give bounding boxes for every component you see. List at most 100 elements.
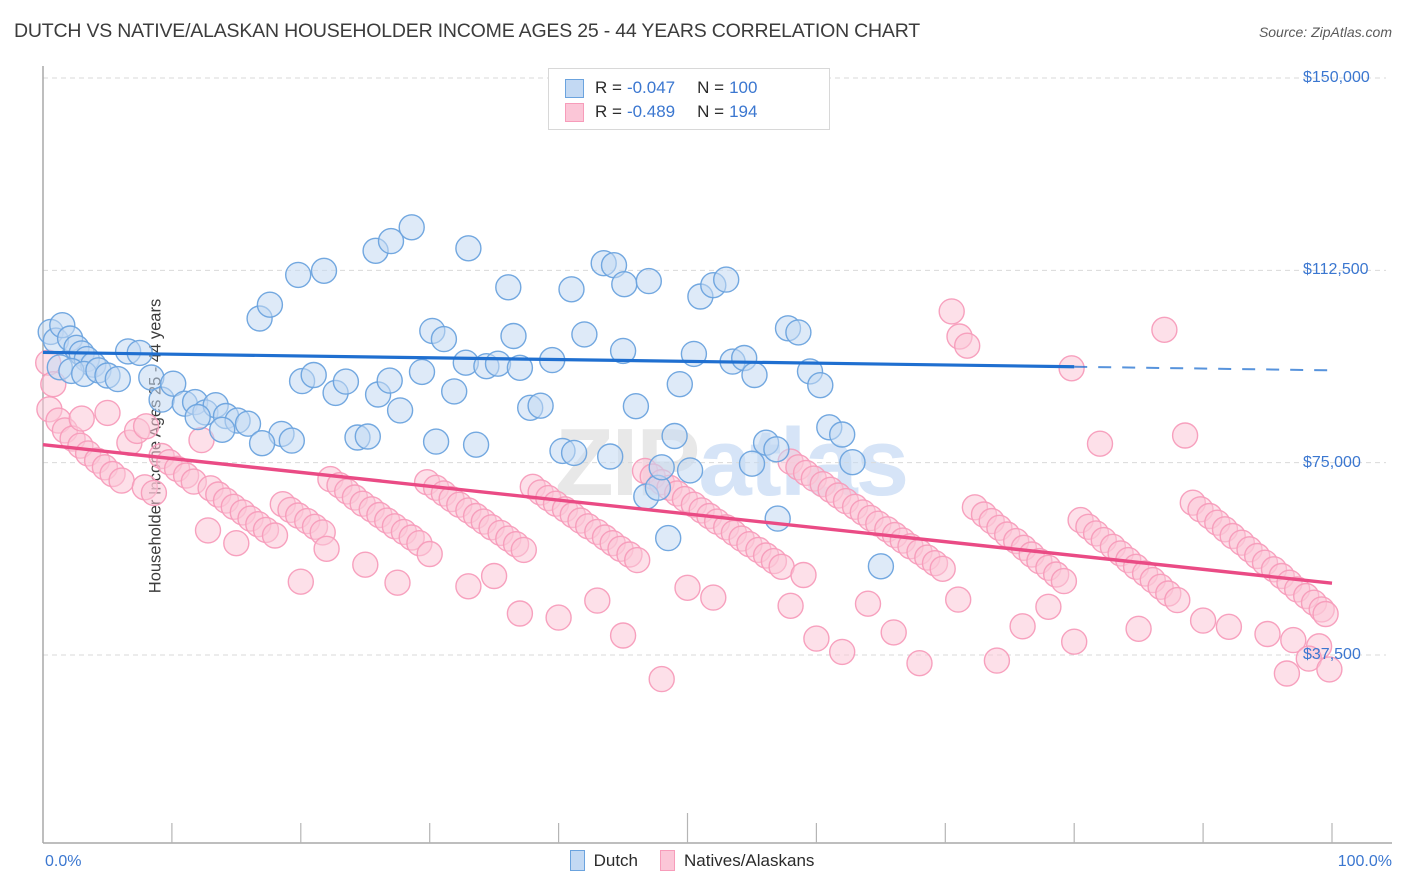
scatter-point xyxy=(954,332,981,359)
stats-row-dutch: R = -0.047 N = 100 xyxy=(565,76,829,100)
scatter-point xyxy=(416,540,443,568)
scatter-point xyxy=(938,298,965,325)
scatter-point xyxy=(1151,316,1178,343)
page-title: DUTCH VS NATIVE/ALASKAN HOUSEHOLDER INCO… xyxy=(14,20,920,42)
scatter-point xyxy=(785,319,812,346)
scatter-point xyxy=(384,569,411,596)
scatter-point xyxy=(1050,567,1078,595)
scatter-point xyxy=(234,410,262,437)
dutch-swatch-icon xyxy=(565,78,584,98)
y-axis-label-112500: $112,500 xyxy=(1303,261,1369,279)
legend-item-dutch[interactable]: Dutch xyxy=(569,850,639,871)
scatter-point xyxy=(648,454,675,481)
y-axis-label-150000: $150,000 xyxy=(1303,69,1370,86)
scatter-point xyxy=(354,423,381,450)
scatter-point xyxy=(829,638,856,666)
scatter-point xyxy=(506,354,534,381)
scatter-point xyxy=(713,266,740,293)
legend-item-natives[interactable]: Natives/Alaskans xyxy=(660,850,814,871)
dutch-r-label: R = xyxy=(595,78,622,97)
scatter-point xyxy=(506,600,534,627)
dutch-points-group xyxy=(37,214,895,580)
stats-row-natives: R = -0.489 N = 194 xyxy=(565,100,829,124)
natives-r-value: -0.489 xyxy=(626,102,676,121)
scatter-point xyxy=(880,619,907,646)
scatter-point xyxy=(945,586,972,613)
scatter-point xyxy=(597,443,624,470)
scatter-point xyxy=(1312,600,1339,628)
scatter-point xyxy=(108,467,135,494)
scatter-point xyxy=(398,214,425,241)
scatter-point xyxy=(1189,607,1217,634)
dutch-r-value: -0.047 xyxy=(626,78,676,97)
scatter-point xyxy=(248,430,276,457)
scatter-point xyxy=(422,428,450,455)
scatter-point xyxy=(929,555,956,582)
scatter-point xyxy=(455,573,482,600)
scatter-point xyxy=(1280,626,1307,654)
series-legend: Dutch Natives/Alaskans xyxy=(0,850,1406,871)
source-attribution: Source: ZipAtlas.com xyxy=(1258,24,1392,40)
scatter-point xyxy=(622,393,650,420)
correlation-stats-legend: R = -0.047 N = 100 R = -0.489 N = 194 xyxy=(548,68,830,130)
scatter-point xyxy=(332,368,360,395)
dutch-n-value: 100 xyxy=(729,78,758,97)
scatter-point xyxy=(256,291,284,318)
y-axis-label-37500: $37,500 xyxy=(1303,646,1361,663)
x-axis-label-min: 0.0% xyxy=(45,853,82,870)
scatter-point xyxy=(1171,422,1199,449)
scatter-point xyxy=(983,647,1011,674)
scatter-point xyxy=(194,517,222,544)
scatter-point xyxy=(132,413,160,440)
scatter-point xyxy=(1316,656,1343,683)
scatter-point xyxy=(1009,613,1036,640)
dutch-trendline-solid xyxy=(42,350,1075,369)
legend-label-dutch: Dutch xyxy=(593,850,639,870)
scatter-point xyxy=(648,665,675,693)
natives-n-value: 194 xyxy=(729,102,758,121)
natives-n-label: N = xyxy=(697,102,725,121)
scatter-point xyxy=(609,622,637,649)
scatter-point xyxy=(68,405,95,432)
scatter-point xyxy=(223,530,250,557)
scatter-point xyxy=(462,431,490,458)
scatter-point xyxy=(584,587,611,614)
scatter-point xyxy=(1254,620,1281,648)
scatter-point xyxy=(854,590,882,617)
scatter-point xyxy=(495,274,522,301)
scatter-point xyxy=(104,365,132,393)
scatter-point xyxy=(1295,645,1323,672)
natives-swatch-icon xyxy=(565,102,584,122)
scatter-point xyxy=(839,449,866,476)
scatter-point xyxy=(352,551,379,578)
scatter-point xyxy=(480,562,508,590)
scatter-point xyxy=(635,267,662,295)
y-axis-label-75000: $75,000 xyxy=(1303,453,1361,471)
scatter-point xyxy=(560,439,588,467)
scatter-point xyxy=(571,321,598,348)
scatter-point xyxy=(655,524,682,552)
scatter-point xyxy=(867,553,895,580)
scatter-point xyxy=(140,479,168,507)
scatter-point xyxy=(676,457,704,484)
x-axis-label-max: 100.0% xyxy=(1337,853,1392,870)
scatter-point xyxy=(1125,615,1152,642)
scatter-point xyxy=(661,422,688,450)
scatter-point xyxy=(455,235,482,262)
scatter-point xyxy=(790,561,817,589)
scatter-point xyxy=(1273,660,1301,687)
scatter-point xyxy=(741,361,768,389)
dutch-n-label: N = xyxy=(697,78,725,97)
scatter-point xyxy=(1164,586,1191,614)
scatter-point xyxy=(777,592,804,619)
scatter-point xyxy=(1035,593,1062,620)
scatter-point xyxy=(159,370,187,397)
scatter-point xyxy=(738,450,766,477)
scatter-point xyxy=(376,367,403,394)
scatter-point xyxy=(674,574,701,601)
scatter-point xyxy=(1215,613,1243,640)
scatter-point xyxy=(500,322,527,350)
natives-r-label: R = xyxy=(595,102,622,121)
scatter-point xyxy=(285,261,312,289)
